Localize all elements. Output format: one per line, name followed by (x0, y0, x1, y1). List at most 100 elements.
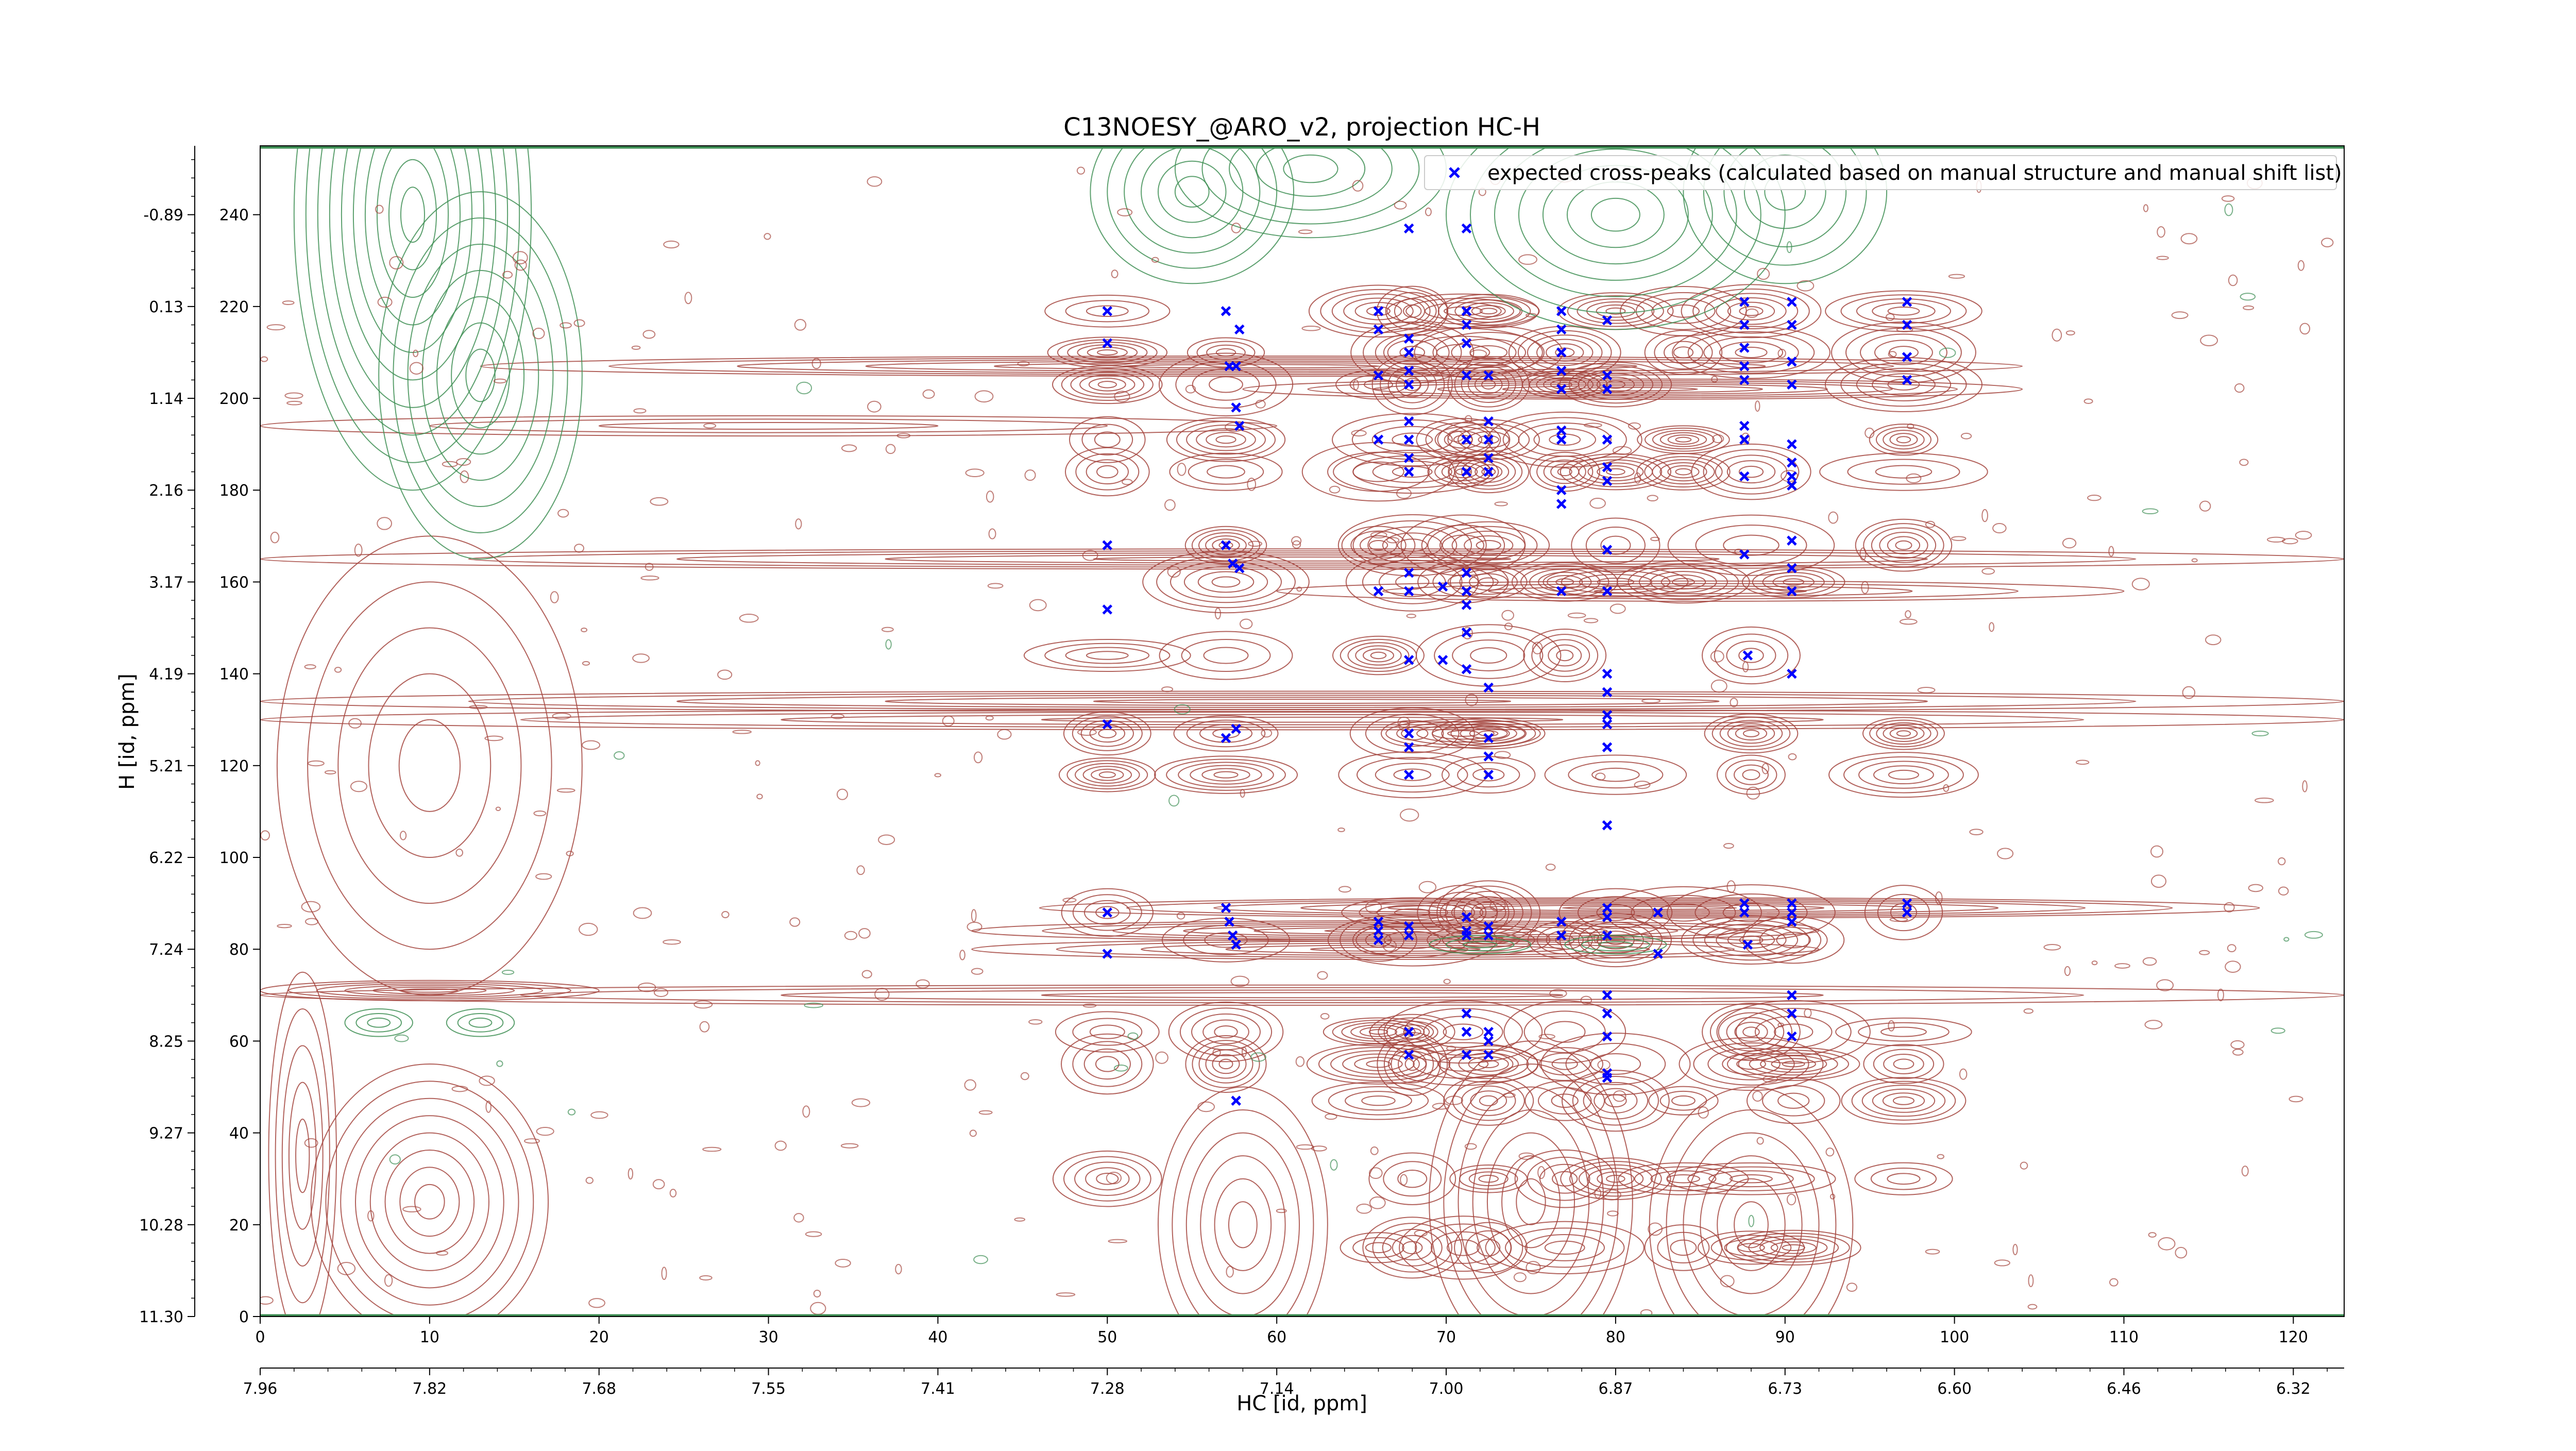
cross-peak-marker (1403, 567, 1414, 578)
y-tick-label: 40 (229, 1125, 249, 1143)
x-tick-label: 50 (1097, 1328, 1117, 1346)
x-tick-label: 110 (2109, 1328, 2139, 1346)
x-ppm-tick-label: 7.41 (921, 1380, 955, 1398)
cross-peak-marker (1483, 733, 1494, 744)
y-tick-label: 180 (219, 482, 249, 500)
legend: expected cross-peaks (calculated based o… (1424, 155, 2342, 190)
cross-peak-marker (1483, 921, 1494, 932)
cross-peak-marker (1787, 898, 1797, 908)
cross-peak-marker (1787, 319, 1797, 330)
cross-peak-marker (1739, 898, 1750, 908)
cross-peak-marker (1461, 466, 1472, 477)
cross-peak-marker (1602, 930, 1613, 941)
cross-peak-marker (1787, 1008, 1797, 1019)
x-ppm-tick-label: 7.00 (1429, 1380, 1464, 1398)
cross-peak-marker (1902, 352, 1912, 362)
y-tick-label: 160 (219, 573, 249, 592)
y-ppm-tick-label: 2.16 (149, 482, 183, 500)
x-tick-label: 80 (1606, 1328, 1625, 1346)
cross-peak-marker (1602, 384, 1613, 394)
cross-peak-marker (1403, 223, 1414, 234)
cross-peak-marker (1483, 434, 1494, 445)
cross-peak-marker (1787, 586, 1797, 597)
cross-peak-marker (1403, 921, 1414, 932)
cross-peak-marker (1234, 420, 1245, 431)
cross-peak-marker (1461, 664, 1472, 674)
y-tick-label: 100 (219, 849, 249, 867)
x-tick-label: 30 (758, 1328, 778, 1346)
cross-peak-marker (1373, 324, 1384, 335)
y-tick-label: 220 (219, 298, 249, 316)
legend-entry: expected cross-peaks (calculated based o… (1487, 161, 2342, 185)
cross-peak-marker (1556, 586, 1567, 597)
cross-peak-marker (1602, 990, 1613, 1001)
cross-peak-marker (1602, 476, 1613, 486)
cross-peak-marker (1403, 586, 1414, 597)
cross-peak-marker (1461, 627, 1472, 638)
cross-peak-marker (1224, 917, 1234, 927)
cross-peak-marker (1461, 338, 1472, 348)
chart-title: C13NOESY_@ARO_v2, projection HC-H (1063, 113, 1540, 142)
cross-peak-marker (1403, 769, 1414, 780)
cross-peak-marker (1602, 820, 1613, 831)
cross-peak-marker (1602, 912, 1613, 922)
y-ppm-tick-label: 6.22 (149, 849, 183, 867)
cross-peak-marker (1437, 655, 1448, 665)
cross-peak-marker (1221, 733, 1231, 744)
x-ppm-tick-label: 6.60 (1937, 1380, 1972, 1398)
y-ppm-axis: 11.30 10.28 9.27 8.25 7.24 6.22 5.21 4.19 3.17 2.… (139, 146, 195, 1326)
x-axis: 0 10 20 30 40 50 60 70 80 90 100 110 120 (255, 1317, 2308, 1346)
x-axis-label: HC [id, ppm] (1236, 1392, 1367, 1415)
cross-peak-marker (1461, 223, 1472, 234)
y-ppm-tick-label: 3.17 (149, 573, 183, 592)
cross-peak-marker (1234, 563, 1245, 573)
cross-peak-marker (1403, 1050, 1414, 1060)
cross-peak-marker (1902, 375, 1912, 385)
y-ppm-tick-label: 8.25 (149, 1033, 183, 1051)
cross-peak-marker (1403, 379, 1414, 390)
cross-peak-marker (1556, 347, 1567, 358)
x-ppm-tick-label: 7.82 (412, 1380, 447, 1398)
cross-peak-marker (1787, 458, 1797, 468)
y-ppm-tick-label: 11.30 (139, 1308, 183, 1326)
cross-peak-marker (1102, 540, 1113, 550)
cross-peak-marker (1787, 563, 1797, 573)
cross-peak-marker (1437, 581, 1448, 592)
cross-peak-marker (1787, 357, 1797, 367)
x-tick-label: 0 (255, 1328, 265, 1346)
cross-peak-marker (1787, 917, 1797, 927)
cross-peak-marker (1653, 907, 1663, 918)
cross-peak-marker (1102, 604, 1113, 615)
cross-peak-marker (1602, 434, 1613, 445)
cross-peak-marker (1483, 370, 1494, 381)
cross-peak-marker (1602, 719, 1613, 730)
cross-peak-marker (1227, 930, 1238, 941)
cross-peak-marker (1787, 471, 1797, 482)
x-ppm-tick-label: 6.73 (1768, 1380, 1802, 1398)
cross-peak-marker (1739, 471, 1750, 482)
cross-peak-marker (1602, 668, 1613, 679)
cross-peak-marker (1373, 370, 1384, 381)
cross-peak-marker (1403, 333, 1414, 344)
cross-peak-marker (1403, 728, 1414, 739)
cross-peak-marker (1227, 559, 1238, 569)
y-tick-label: 120 (219, 757, 249, 775)
cross-peak-marker (1602, 903, 1613, 913)
cross-peak-marker (1556, 324, 1567, 335)
cross-peak-marker (1739, 361, 1750, 372)
cross-peak-marker (1221, 540, 1231, 550)
cross-peak-marker (1231, 723, 1241, 734)
cross-peak-marker (1403, 1026, 1414, 1037)
cross-peak-marker (1102, 338, 1113, 348)
cross-peak-marker (1461, 434, 1472, 445)
cross-peak-marker (1461, 306, 1472, 316)
cross-peak-marker (1902, 319, 1912, 330)
cross-peak-marker (1483, 453, 1494, 463)
cross-peak-marker (1556, 485, 1567, 495)
x-ppm-tick-label: 7.14 (1260, 1380, 1294, 1398)
cross-peak-marker (1102, 306, 1113, 316)
x-ppm-tick-label: 7.28 (1090, 1380, 1125, 1398)
cross-peak-marker (1602, 710, 1613, 720)
